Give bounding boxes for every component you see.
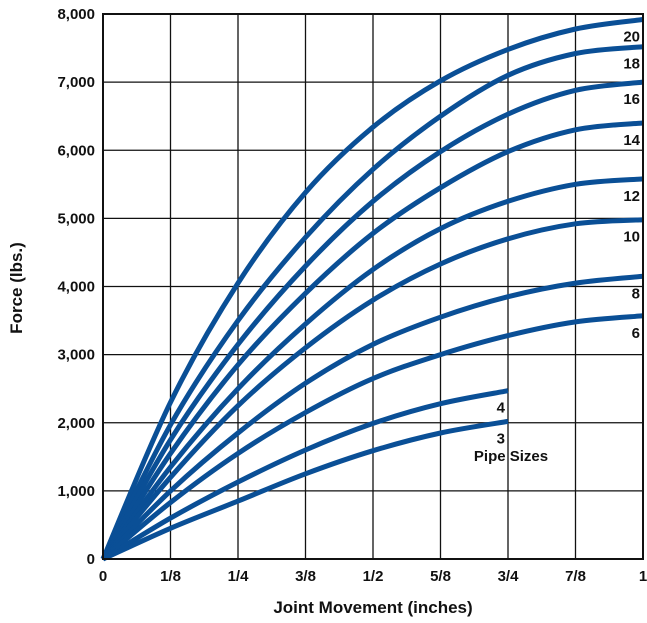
series-line-6 <box>101 313 644 561</box>
series-label-6: 6 <box>632 325 640 342</box>
series-label-3: 3 <box>497 430 505 447</box>
series-line-10 <box>101 217 644 561</box>
series-line-3 <box>101 418 509 562</box>
series-label-18: 18 <box>623 56 640 73</box>
series-label-16: 16 <box>623 91 640 108</box>
y-tick-label: 4,000 <box>57 279 95 296</box>
series-labels: 20 18 16 14 12 10 8 6 4 3 <box>497 28 641 447</box>
y-tick-label: 6,000 <box>57 142 95 159</box>
x-tick-label: 0 <box>99 568 107 585</box>
series-line-20 <box>100 17 644 560</box>
y-axis-title: Force (lbs.) <box>7 242 26 334</box>
series-label-14: 14 <box>623 132 640 149</box>
series-line-18 <box>100 44 644 561</box>
series-line-4 <box>101 388 509 562</box>
y-tick-label: 7,000 <box>57 74 95 91</box>
grid <box>103 14 643 559</box>
series-line-12 <box>100 176 644 561</box>
y-tick-label: 1,000 <box>57 483 95 500</box>
x-tick-label: 5/8 <box>430 568 451 585</box>
series-lines <box>100 17 644 562</box>
series-label-12: 12 <box>623 188 640 205</box>
series-label-4: 4 <box>497 400 506 417</box>
series-line-16 <box>100 79 644 561</box>
series-label-20: 20 <box>623 28 640 45</box>
plot-frame <box>102 13 644 560</box>
series-label-8: 8 <box>632 285 640 302</box>
series-line-8 <box>101 273 644 561</box>
y-tick-label: 5,000 <box>57 210 95 227</box>
y-tick-label: 2,000 <box>57 415 95 432</box>
x-tick-label: 1 <box>639 568 647 585</box>
pipe-sizes-legend-title: Pipe Sizes <box>474 448 548 465</box>
x-tick-label: 7/8 <box>565 568 586 585</box>
x-tick-label: 1/8 <box>160 568 181 585</box>
x-tick-label: 3/4 <box>498 568 520 585</box>
axes <box>102 13 644 560</box>
series-line-14 <box>100 120 644 561</box>
y-tick-label: 3,000 <box>57 347 95 364</box>
x-tick-label: 3/8 <box>295 568 316 585</box>
x-tick-label: 1/4 <box>228 568 250 585</box>
y-tick-label: 0 <box>87 551 95 568</box>
x-axis-title: Joint Movement (inches) <box>273 598 472 617</box>
x-tick-label: 1/2 <box>363 568 384 585</box>
series-label-10: 10 <box>623 229 640 246</box>
tick-labels: 0 1/8 1/4 3/8 1/2 5/8 3/4 7/8 101,0002,0003,0004… <box>57 6 647 585</box>
y-tick-label: 8,000 <box>57 6 95 23</box>
